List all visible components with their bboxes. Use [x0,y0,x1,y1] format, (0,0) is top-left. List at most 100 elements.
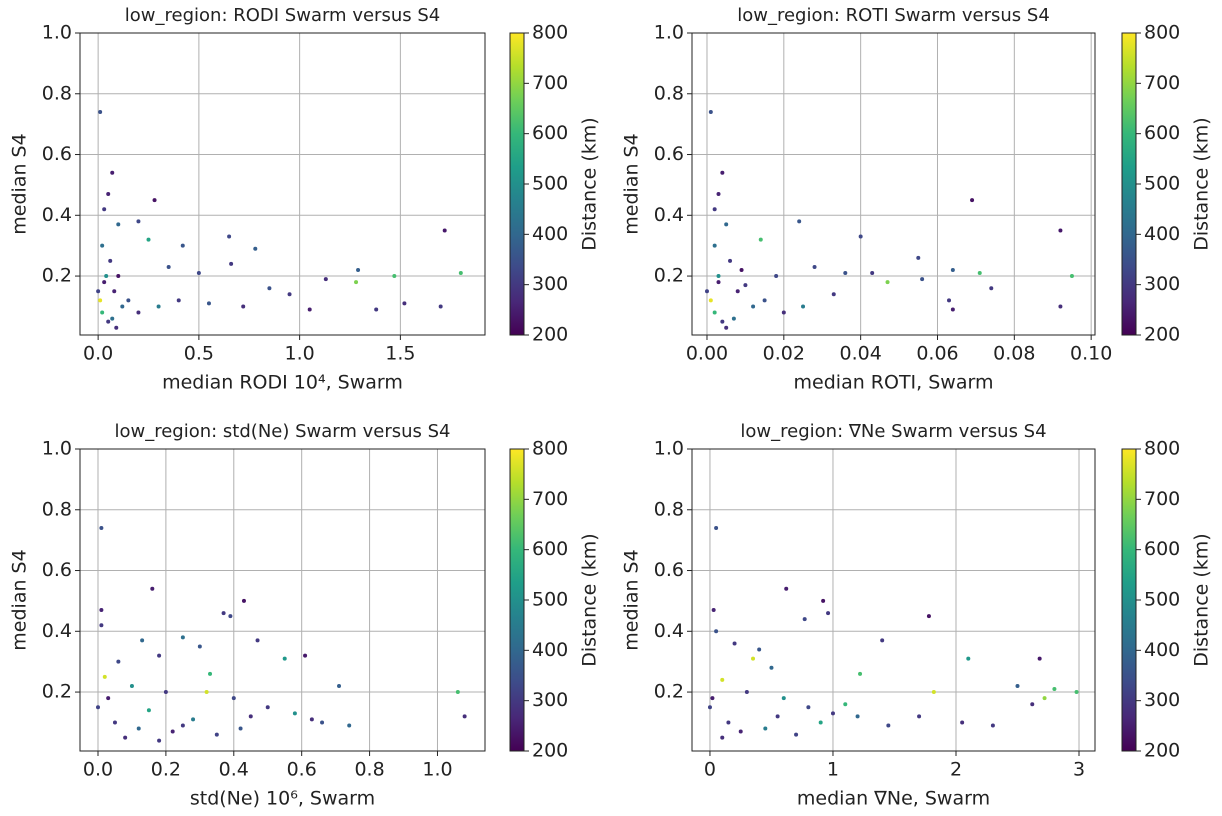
point [455,690,460,695]
point [858,671,863,676]
point [735,289,740,294]
colorbar-tick-label: 200 [532,740,568,762]
y-axis-label: median S4 [621,133,643,234]
colorbar-tick-label: 200 [532,324,568,346]
plot-frame [691,448,1096,752]
point [947,298,952,303]
y-tick-label: 1.0 [654,438,684,460]
point [1052,687,1057,692]
plot-frame [79,32,486,336]
point [950,307,955,312]
y-axis-label: median S4 [9,549,31,650]
colorbar-tick-label: 600 [1144,122,1180,144]
point [99,608,104,613]
x-axis-label: std(Ne) 10⁶, Swarm [190,788,375,810]
x-tick-label: 0.06 [916,343,958,365]
point [282,656,287,661]
colorbar-tick-label: 600 [1144,538,1180,560]
point [170,729,175,734]
point [886,723,891,728]
point [116,222,121,227]
chart-title: low_region: ∇Ne Swarm versus S4 [740,421,1046,442]
point [112,720,117,725]
point [309,717,314,722]
point [129,683,134,688]
point [208,671,213,676]
point [228,614,233,619]
colorbar-tick-label: 400 [1144,639,1180,661]
chart-title: low_region: std(Ne) Swarm versus S4 [114,421,450,442]
x-tick-label: 2 [950,759,962,781]
point [95,705,100,710]
point [990,723,995,728]
point [712,310,717,315]
point [123,735,128,740]
point [307,307,312,312]
point [855,714,860,719]
point [728,258,733,263]
point [96,289,101,294]
plot-frame [79,448,486,752]
point [858,234,863,239]
point [116,659,121,664]
point [227,234,232,239]
x-tick-label: 1.0 [285,343,315,365]
point [724,325,729,330]
x-tick-label: 1.0 [422,759,452,781]
point [106,319,111,324]
point [720,677,725,682]
y-tick-label: 0.6 [654,143,684,165]
point [112,289,117,294]
x-tick-label: 1.5 [385,343,415,365]
colorbar-tick-label: 500 [532,173,568,195]
point [843,702,848,707]
x-tick-label: 0.04 [839,343,881,365]
x-tick-label: 0.0 [83,343,113,365]
colorbar-tick-label: 400 [532,223,568,245]
point [744,690,749,695]
point [214,732,219,737]
point [843,271,848,276]
x-tick-label: 0.4 [219,759,249,781]
point [977,271,982,276]
colorbar-tick-label: 600 [532,538,568,560]
colorbar [1121,32,1137,336]
y-tick-label: 0.2 [654,265,684,287]
point [110,170,115,175]
point [716,192,721,197]
x-tick-label: 0.2 [151,759,181,781]
y-tick-label: 0.4 [654,204,684,226]
point [720,735,725,740]
point [726,720,731,725]
point [917,714,922,719]
point [802,617,807,622]
point [830,711,835,716]
point [716,274,721,279]
colorbar-tick-label: 500 [1144,173,1180,195]
colorbar-tick-label: 300 [1144,273,1180,295]
point [714,525,719,530]
y-tick-label: 1.0 [654,22,684,44]
point [708,298,713,303]
point [966,656,971,661]
point [136,219,141,224]
point [1015,683,1020,688]
point [241,304,246,309]
point [108,258,113,263]
y-tick-label: 0.6 [42,143,72,165]
point [150,586,155,591]
point [157,738,162,743]
y-tick-label: 0.6 [654,559,684,581]
colorbar-label: Distance (km) [579,533,601,666]
point [763,726,768,731]
x-tick-label: 0.08 [993,343,1035,365]
y-tick-label: 0.8 [654,82,684,104]
colorbar-tick-label: 700 [532,72,568,94]
y-axis-label: median S4 [621,549,643,650]
point [120,304,125,309]
point [114,325,119,330]
point [191,717,196,722]
point [229,261,234,266]
point [870,271,875,276]
point [438,304,443,309]
